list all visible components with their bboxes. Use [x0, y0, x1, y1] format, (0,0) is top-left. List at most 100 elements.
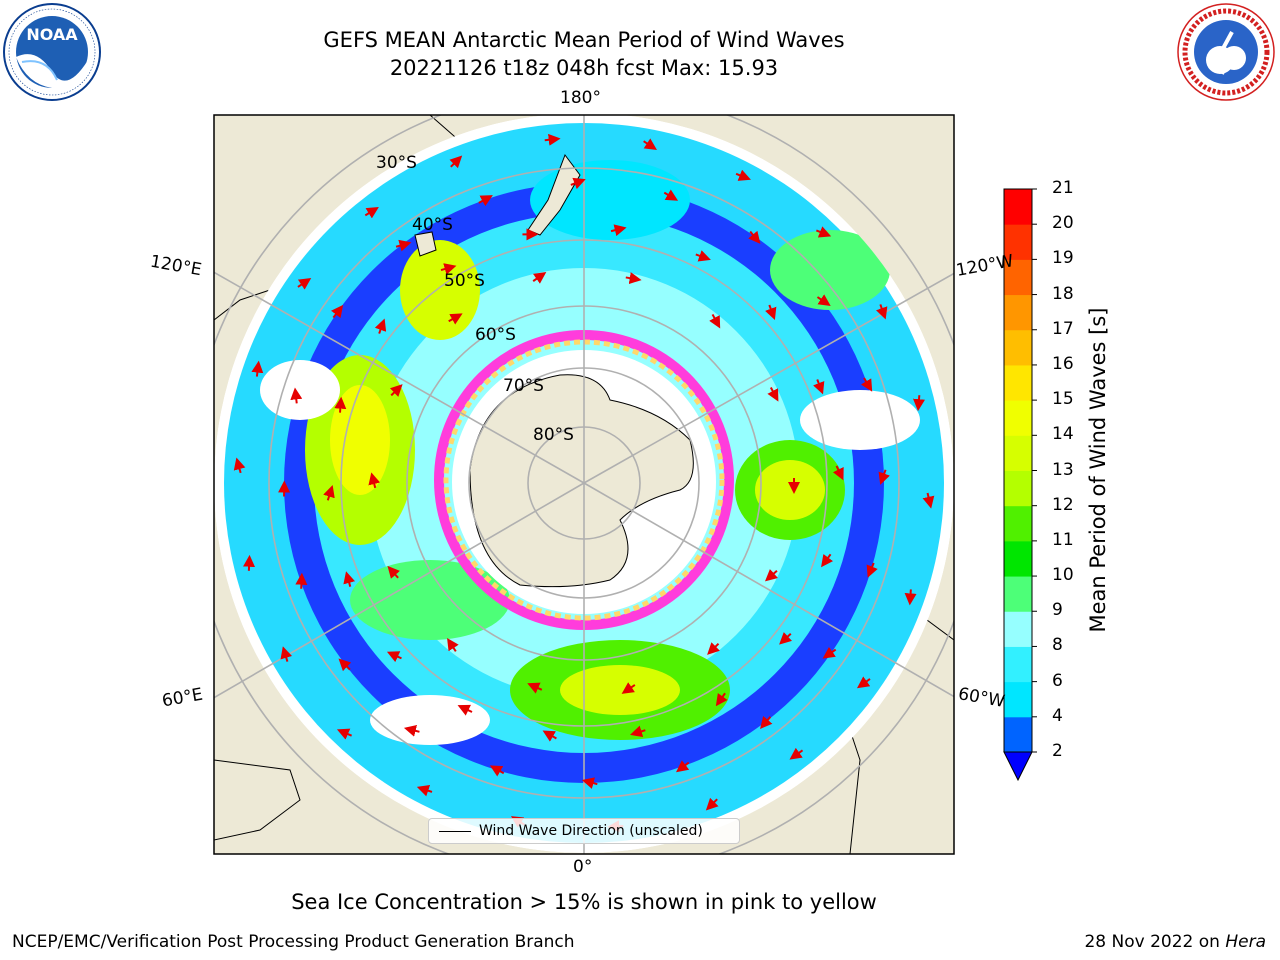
wave-direction-arrow [707, 642, 720, 655]
footer-date-text: 28 Nov 2022 on [1084, 932, 1226, 952]
footer-machine: Hera [1225, 932, 1266, 952]
colorbar-segment [1004, 189, 1032, 225]
lat-label-70: 70°S [503, 376, 544, 396]
colorbar-segment [1004, 470, 1032, 507]
colorbar-segment [1004, 435, 1032, 471]
wave-direction-arrow [389, 384, 403, 397]
wave-direction-arrow [821, 553, 834, 568]
new-zealand-land [527, 153, 581, 236]
wave-direction-arrow [297, 277, 312, 290]
wave-direction-arrow [368, 472, 381, 489]
wave-direction-arrow [815, 226, 832, 238]
wave-direction-arrow [715, 692, 728, 707]
wave-direction-arrow [630, 725, 646, 738]
colorbar-tick-label: 19 [1052, 248, 1074, 269]
wave-direction-arrow [625, 272, 642, 285]
colorbar-tick-label: 6 [1052, 670, 1063, 691]
lat-label-60: 60°S [475, 325, 516, 345]
wave-direction-arrow [621, 682, 636, 694]
colorbar-segment [1004, 400, 1032, 436]
colorbar-segment [1004, 259, 1032, 296]
colorbar-extend-triangle [1003, 751, 1033, 782]
footer-branch: NCEP/EMC/Verification Post Processing Pr… [12, 932, 575, 952]
lat-label-50: 50°S [444, 271, 485, 291]
lat-label-80: 80°S [533, 425, 574, 445]
lon-label-0: 0° [573, 857, 593, 877]
wave-direction-arrow [789, 747, 804, 760]
wave-direction-arrow [448, 313, 463, 325]
wave-direction-arrow [440, 263, 457, 275]
wave-direction-arrow [765, 304, 777, 321]
wave-direction-arrow [542, 730, 557, 742]
wave-direction-arrow [395, 239, 412, 252]
wave-direction-arrow [676, 760, 690, 773]
wave-direction-arrow [663, 189, 679, 201]
wave-direction-arrow [570, 177, 586, 190]
colorbar-tick-label: 13 [1052, 459, 1074, 480]
wave-direction-arrow [913, 395, 925, 412]
colorbar-segment [1004, 611, 1032, 647]
colorbar-tick-label: 20 [1052, 213, 1074, 234]
sea-ice-note: Sea Ice Concentration > 15% is shown in … [291, 890, 877, 914]
lat-label-40: 40°S [412, 215, 453, 235]
chart-title: GEFS MEAN Antarctic Mean Period of Wind … [323, 28, 845, 52]
wave-direction-arrow [478, 195, 493, 207]
colorbar-tick-label: 8 [1052, 635, 1063, 656]
colorbar-tick-label: 11 [1052, 529, 1074, 550]
wave-direction-arrow [813, 379, 825, 395]
svg-text:NOAA: NOAA [26, 25, 78, 44]
wave-direction-arrow [764, 568, 778, 582]
colorbar [1003, 188, 1037, 782]
colorbar-segment [1004, 681, 1032, 718]
colorbar-tick-label: 12 [1052, 494, 1074, 515]
colorbar-tick-label: 17 [1052, 318, 1074, 339]
wave-direction-arrow [856, 676, 871, 689]
colorbar-tick-label: 9 [1052, 600, 1063, 621]
chart-subtitle: 20221126 t18z 048h fcst Max: 15.93 [389, 56, 779, 80]
lon-label-180: 180° [560, 88, 601, 108]
colorbar-segment [1004, 505, 1032, 542]
legend-label: Wind Wave Direction (unscaled) [479, 823, 703, 839]
wave-direction-arrow [280, 646, 293, 662]
colorbar-label: Mean Period of Wind Waves [s] [1086, 307, 1110, 633]
wave-direction-arrow [449, 155, 463, 169]
wave-direction-arrow [922, 492, 935, 509]
wave-direction-arrow [416, 784, 433, 797]
wave-direction-arrow [447, 637, 459, 652]
legend-line-sample [439, 831, 471, 832]
wave-direction-arrow [386, 651, 402, 663]
colorbar-tick-label: 14 [1052, 424, 1074, 445]
colorbar-tick-label: 21 [1052, 178, 1074, 198]
wave-direction-arrow [904, 589, 917, 606]
wave-direction-arrow [876, 304, 888, 320]
footer-date: 28 Nov 2022 on Hera [1084, 932, 1266, 952]
wave-direction-arrow [457, 704, 473, 716]
wave-direction-arrow [334, 396, 347, 413]
colorbar-tick-label: 4 [1052, 705, 1063, 726]
wave-direction-arrow [709, 313, 721, 329]
wave-direction-arrow [364, 206, 379, 219]
wave-direction-arrow [735, 169, 751, 181]
wave-direction-arrow [832, 465, 844, 481]
wave-direction-arrow [643, 138, 657, 151]
wave-direction-arrow [331, 304, 344, 319]
lat-label-30: 30°S [376, 153, 417, 173]
wave-direction-arrow [581, 777, 598, 789]
wave-direction-arrow [532, 271, 547, 284]
colorbar-segment [1004, 329, 1032, 366]
map-frame [213, 114, 955, 855]
wave-direction-arrow [767, 387, 779, 402]
wave-direction-arrow [816, 294, 831, 307]
wave-direction-arrow [290, 387, 303, 404]
map-legend: Wind Wave Direction (unscaled) [428, 818, 740, 844]
wave-direction-arrow [779, 632, 792, 645]
wave-direction-arrow [878, 469, 890, 485]
wave-direction-arrow [695, 250, 711, 262]
wave-direction-arrow [822, 646, 837, 659]
tasmania-land [414, 231, 437, 257]
africa-land [214, 759, 301, 841]
wave-direction-arrow [343, 571, 355, 587]
wave-direction-arrow [251, 360, 264, 377]
noaa-logo: NOAA [3, 3, 101, 101]
